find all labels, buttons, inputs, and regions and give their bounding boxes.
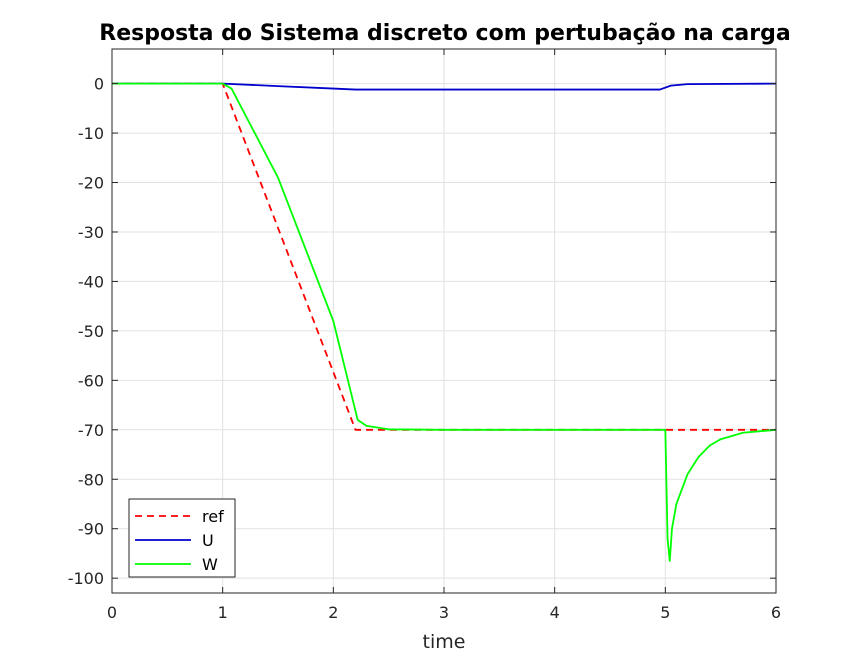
y-tick-label: -10 <box>78 124 104 143</box>
y-tick-label: -70 <box>78 421 104 440</box>
ticks <box>111 49 777 593</box>
tick-labels: 0 1 2 3 4 5 6 0 -10 -20 -30 -40 -50 -60 -70 -80 -90 -100 <box>68 75 781 622</box>
y-tick-label: -100 <box>68 569 104 588</box>
series-U-line <box>112 82 777 91</box>
y-tick-label: 0 <box>94 75 104 94</box>
y-tick-label: -30 <box>78 223 104 242</box>
legend-label-W: W <box>202 555 218 574</box>
x-tick-label: 1 <box>218 603 228 622</box>
x-tick-label: 0 <box>107 603 117 622</box>
y-tick-label: -90 <box>78 520 104 539</box>
series-lines <box>112 82 777 562</box>
grid <box>112 49 776 593</box>
x-tick-label: 3 <box>439 603 449 622</box>
legend-label-ref: ref <box>202 507 224 526</box>
y-tick-label: -40 <box>78 272 104 291</box>
chart-title: Resposta do Sistema discreto com pertuba… <box>99 21 790 46</box>
series-W-line <box>112 82 777 562</box>
y-tick-label: -20 <box>78 174 104 193</box>
y-tick-label: -80 <box>78 470 104 489</box>
y-tick-label: -50 <box>78 322 104 341</box>
x-axis-label: time <box>423 631 466 653</box>
legend: ref UW <box>128 498 236 578</box>
x-tick-label: 2 <box>328 603 338 622</box>
legend-label-U: U <box>202 531 214 550</box>
x-tick-label: 5 <box>660 603 670 622</box>
x-tick-label: 4 <box>550 603 560 622</box>
y-tick-label: -60 <box>78 371 104 390</box>
x-tick-label: 6 <box>771 603 781 622</box>
